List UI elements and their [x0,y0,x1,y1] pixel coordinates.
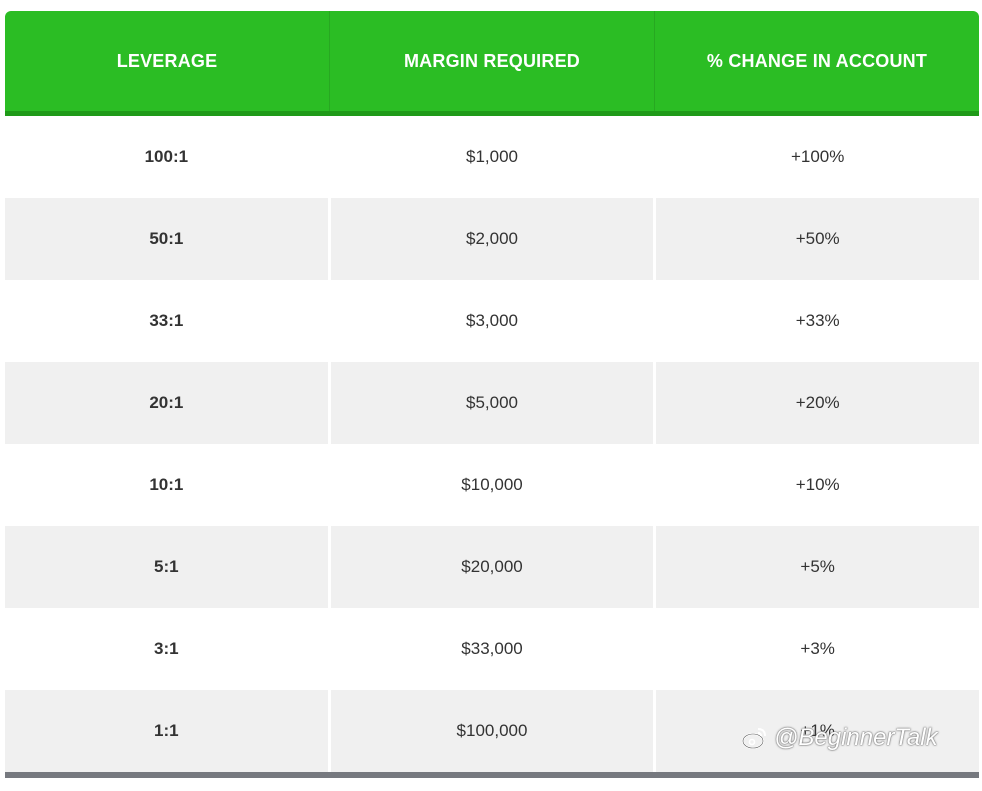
table-row: 33:1 $3,000 +33% [5,280,980,362]
leverage-cell: 33:1 [5,280,328,362]
watermark: @BeginnerTalk [740,724,938,752]
table-row: 10:1 $10,000 +10% [5,444,980,526]
margin-cell: $33,000 [327,608,654,690]
margin-cell: $10,000 [327,444,654,526]
change-cell: +5% [653,526,980,608]
leverage-cell: 5:1 [5,526,328,608]
margin-cell: $1,000 [327,116,654,198]
header-percent-change: % CHANGE IN ACCOUNT [654,11,979,111]
change-cell: +20% [653,362,980,444]
table-row: 5:1 $20,000 +5% [5,526,980,608]
change-cell: +3% [653,608,980,690]
change-cell: +10% [653,444,980,526]
change-cell: +50% [653,198,980,280]
table-row: 100:1 $1,000 +100% [5,116,980,198]
change-cell: +1% [653,690,980,772]
weibo-icon [740,724,768,752]
watermark-text: @BeginnerTalk [774,724,938,751]
table-row: 3:1 $33,000 +3% [5,608,980,690]
leverage-cell: 3:1 [5,608,328,690]
header-margin-required: MARGIN REQUIRED [329,11,654,111]
leverage-table: LEVERAGE MARGIN REQUIRED % CHANGE IN ACC… [5,11,980,778]
margin-cell: $20,000 [327,526,654,608]
leverage-cell: 100:1 [5,116,328,198]
change-cell: +100% [653,116,980,198]
header-leverage: LEVERAGE [116,50,218,71]
table-header: LEVERAGE MARGIN REQUIRED % CHANGE IN ACC… [5,11,979,116]
leverage-cell: 1:1 [5,690,328,772]
leverage-cell: 10:1 [5,444,328,526]
change-cell: +33% [653,280,980,362]
table-row: 20:1 $5,000 +20% [5,362,980,444]
table-footer-bar [5,772,979,778]
leverage-cell: 20:1 [5,362,328,444]
leverage-cell: 50:1 [5,198,328,280]
table-row: 1:1 $100,000 +1% [5,690,980,772]
margin-cell: $100,000 [327,690,654,772]
margin-cell: $3,000 [327,280,654,362]
margin-cell: $5,000 [327,362,654,444]
margin-cell: $2,000 [327,198,654,280]
table-row: 50:1 $2,000 +50% [5,198,980,280]
